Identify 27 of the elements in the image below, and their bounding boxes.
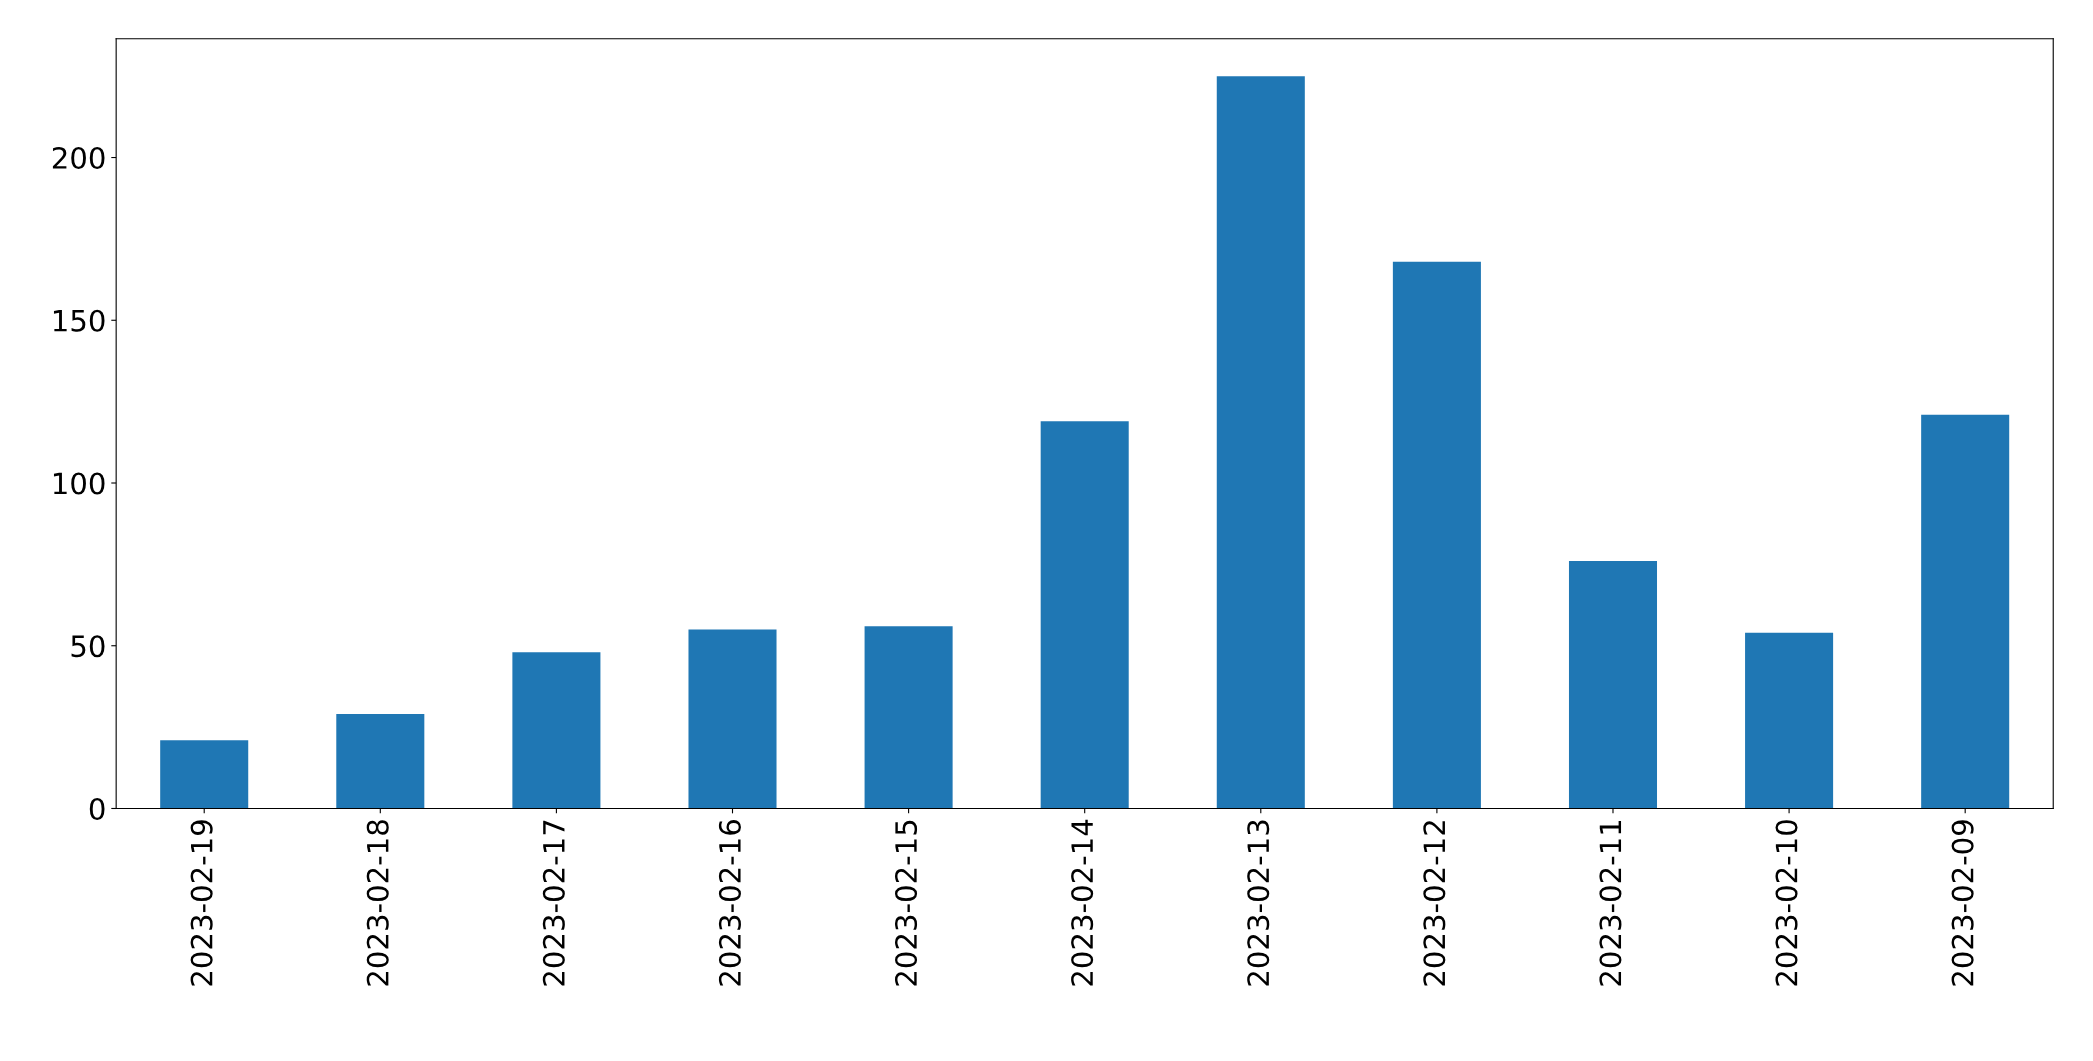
x-tick-label: 2023-02-10	[1775, 820, 1798, 986]
bar	[1745, 632, 1834, 809]
x-tick-label: 2023-02-14	[1071, 819, 1094, 986]
x-tick-label: 2023-02-11	[1599, 820, 1622, 986]
bar	[1216, 76, 1305, 809]
bar	[1040, 421, 1129, 809]
y-tick-label: 100	[53, 472, 105, 495]
x-tick-label: 2023-02-16	[718, 820, 741, 986]
bar	[336, 714, 425, 809]
x-tick-label: 2023-02-09	[1951, 820, 1974, 986]
x-tick-label: 2023-02-13	[1247, 820, 1270, 986]
bar	[1568, 561, 1658, 809]
x-tick-label: 2023-02-19	[190, 820, 213, 986]
y-tick-label: 50	[71, 635, 105, 658]
x-tick-label: 2023-02-18	[366, 820, 389, 986]
x-tick-label: 2023-02-15	[895, 820, 918, 986]
y-tick-label: 0	[89, 797, 105, 820]
bar	[512, 652, 601, 809]
bar	[160, 740, 249, 809]
x-tick-label: 2023-02-17	[542, 820, 565, 986]
bar	[864, 626, 953, 809]
bar	[1921, 414, 2010, 809]
bar	[1392, 261, 1481, 809]
y-tick-label: 200	[52, 146, 105, 170]
x-tick-label: 2023-02-12	[1423, 821, 1446, 986]
bar	[688, 629, 777, 809]
y-tick-label: 150	[53, 309, 105, 332]
